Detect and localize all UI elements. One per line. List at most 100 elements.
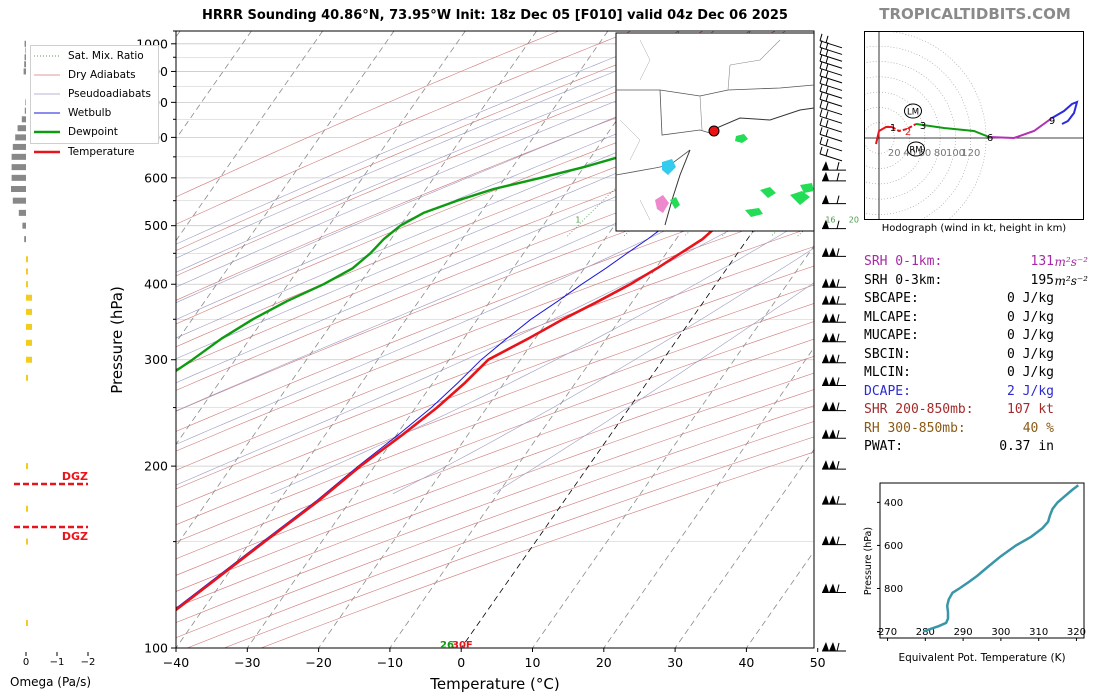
wind-barb-feather bbox=[819, 109, 823, 117]
dry-adiabat bbox=[176, 389, 814, 623]
wind-barb-feather bbox=[825, 70, 829, 78]
wind-barb-feather bbox=[825, 35, 829, 43]
omega-bar bbox=[26, 619, 28, 626]
wind-barb-pennant bbox=[829, 642, 836, 651]
hodo-segment-6-9km bbox=[988, 117, 1053, 140]
wind-barb-feather bbox=[836, 333, 840, 342]
isotherm bbox=[176, 31, 466, 445]
hodo-lm-marker bbox=[904, 103, 922, 119]
wind-barb bbox=[819, 82, 843, 91]
te-y-tick-label: 600 bbox=[884, 541, 903, 552]
dry-adiabat bbox=[176, 31, 632, 225]
wind-barb-feather bbox=[825, 138, 829, 147]
wind-barb-feather bbox=[836, 195, 840, 204]
wind-barb bbox=[819, 115, 843, 124]
te-y-tick-label: 800 bbox=[884, 584, 903, 595]
dry-adiabat bbox=[176, 355, 814, 592]
omega-xlabel: Omega (Pa/s) bbox=[10, 675, 91, 689]
dry-adiabat bbox=[176, 205, 814, 452]
omega-bar bbox=[11, 164, 26, 171]
wind-barb-pennant bbox=[822, 194, 829, 204]
wind-barb-pennant bbox=[829, 495, 836, 505]
stat-row: PWAT: 0.37 in bbox=[864, 439, 1054, 454]
wind-barb-pennant bbox=[822, 535, 829, 545]
te-x-tick-label: 280 bbox=[916, 627, 935, 638]
wind-barb-feather bbox=[819, 54, 823, 62]
stat-row: SHR 200-850mb: 107 kt bbox=[864, 402, 1054, 417]
surface-dewpoint-label: 26 bbox=[440, 640, 454, 651]
wind-barb-feather bbox=[836, 377, 840, 386]
wind-barb-pennant bbox=[822, 429, 829, 439]
omega-bar bbox=[26, 256, 28, 263]
plot-frame bbox=[175, 30, 815, 649]
wind-barb-feather bbox=[825, 86, 829, 94]
skewt-plot: 1246810131620243036 −40−30−20−1001020304… bbox=[108, 30, 859, 693]
hodo-ring-label: 80 bbox=[934, 148, 947, 159]
theta-e-ylabel: Pressure (hPa) bbox=[863, 527, 874, 595]
hodo-lm-label: LM bbox=[907, 108, 919, 118]
wind-barb-feather bbox=[836, 496, 840, 505]
wind-barb-pennant bbox=[829, 535, 836, 545]
omega-bar bbox=[26, 538, 28, 545]
stat-row: SBCAPE: 0 J/kg bbox=[864, 291, 1054, 306]
omega-bar bbox=[17, 125, 26, 132]
wind-barb-feather bbox=[836, 584, 840, 593]
omega-bar bbox=[26, 281, 28, 288]
omega-bars bbox=[11, 40, 32, 626]
hodo-point-1: 1 bbox=[890, 123, 896, 134]
omega-bar bbox=[11, 186, 26, 193]
hodo-segment-1-3km-a bbox=[891, 123, 917, 133]
x-tick-label: 40 bbox=[738, 655, 754, 670]
y-tick-label: 500 bbox=[144, 218, 168, 233]
omega-bar bbox=[18, 209, 26, 216]
sounding-location-marker bbox=[708, 125, 720, 137]
wind-barb-pennant bbox=[822, 460, 829, 470]
omega-tick-label: 0 bbox=[23, 657, 29, 668]
y-tick-label: 600 bbox=[144, 170, 168, 185]
wind-barb-feather bbox=[836, 279, 840, 288]
legend-item-wetbulb: Wetbulb bbox=[34, 107, 112, 120]
wind-barb-feather bbox=[825, 111, 829, 119]
wind-barbs bbox=[819, 33, 846, 652]
x-axis: −40 −30 −20 −10 0 10 20 30 40 50 bbox=[163, 648, 826, 670]
stat-row: MLCIN: 0 J/kg bbox=[864, 365, 1054, 380]
stat-row: MUCAPE: 0 J/kg bbox=[864, 328, 1054, 343]
wind-barb bbox=[819, 67, 843, 76]
wind-barb-feather bbox=[825, 49, 829, 57]
wind-barb-pennant bbox=[822, 219, 829, 229]
te-x-tick-label: 300 bbox=[991, 627, 1010, 638]
stat-row: SBCIN: 0 J/kg bbox=[864, 346, 1054, 362]
omega-bar bbox=[26, 463, 28, 470]
stat-row: DCAPE: 2 J/kg bbox=[864, 383, 1054, 399]
wind-barb-feather bbox=[836, 314, 840, 323]
wind-barb-pennant bbox=[829, 353, 836, 363]
wind-barb bbox=[819, 75, 843, 84]
wind-barb-feather bbox=[825, 129, 829, 137]
omega-bar bbox=[25, 99, 26, 106]
stat-row: RH 300-850mb: 40 % bbox=[864, 420, 1054, 436]
legend-item-dry: Dry Adiabats bbox=[34, 68, 136, 81]
dry-adiabat bbox=[176, 226, 814, 471]
wind-barb-pennant bbox=[829, 278, 836, 288]
mixing-ratio-label: 20 bbox=[849, 216, 859, 225]
wind-barb-pennant bbox=[822, 401, 829, 411]
theta-e-frame bbox=[879, 482, 1085, 639]
omega-bar bbox=[26, 268, 28, 275]
wind-barb-pennant bbox=[822, 583, 829, 593]
te-x-tick-label: 290 bbox=[954, 627, 973, 638]
dry-adiabat bbox=[176, 303, 814, 543]
wind-barb-pennant bbox=[822, 278, 829, 288]
dry-adiabat bbox=[176, 31, 560, 198]
legend-item-mix: Sat. Mix. Ratio bbox=[34, 49, 144, 62]
wind-barb bbox=[819, 60, 843, 69]
wind-barb-pennant bbox=[822, 642, 829, 651]
omega-bar bbox=[11, 153, 26, 160]
omega-bar bbox=[21, 116, 26, 123]
omega-tick-label: −1 bbox=[50, 657, 65, 668]
omega-bar bbox=[11, 174, 26, 181]
wind-barb-pennant bbox=[822, 353, 829, 363]
omega-bar bbox=[26, 294, 32, 301]
x-tick-label: 20 bbox=[596, 655, 612, 670]
wind-barb-pennant bbox=[822, 171, 829, 181]
hodo-point-6: 6 bbox=[987, 133, 993, 144]
